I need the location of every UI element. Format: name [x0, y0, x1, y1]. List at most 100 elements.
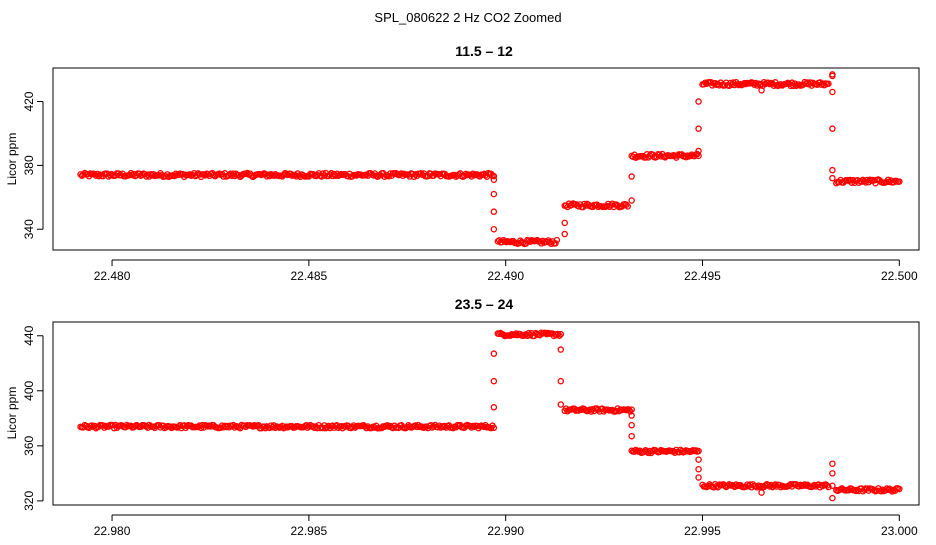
- data-point: [802, 80, 810, 87]
- y-tick-label: 420: [22, 91, 36, 111]
- data-point: [305, 422, 313, 430]
- transition-point: [628, 432, 635, 440]
- data-point: [469, 170, 477, 178]
- x-tick-label: 22.495: [684, 269, 721, 283]
- data-point: [553, 236, 561, 244]
- y-tick-label: 320: [22, 491, 36, 511]
- data-point: [628, 406, 635, 413]
- data-point: [349, 423, 356, 431]
- x-tick-label: 22.980: [94, 524, 131, 538]
- data-points: [77, 329, 903, 502]
- outlier-point: [758, 87, 765, 94]
- x-tick-label: 22.500: [881, 269, 918, 283]
- data-point: [556, 332, 563, 340]
- data-point: [889, 488, 896, 495]
- data-point: [811, 481, 818, 489]
- data-point: [788, 79, 796, 86]
- plot-frame: [52, 321, 920, 506]
- data-point: [323, 423, 331, 431]
- transition-point: [490, 225, 498, 233]
- transition-point: [829, 166, 836, 174]
- x-tick-label: 22.480: [94, 269, 131, 283]
- data-point: [581, 200, 588, 208]
- data-point: [441, 422, 449, 430]
- data-point: [770, 82, 778, 89]
- data-point: [95, 172, 103, 180]
- data-point: [451, 171, 458, 179]
- x-tick-label: 23.000: [881, 524, 918, 538]
- transition-point: [490, 404, 498, 411]
- data-point: [732, 481, 740, 488]
- transition-point: [829, 494, 836, 502]
- transition-point: [557, 401, 565, 408]
- transition-point: [490, 176, 498, 183]
- data-point: [186, 171, 194, 178]
- panel-title: 23.5 – 24: [455, 296, 514, 312]
- data-point: [490, 172, 498, 180]
- transition-point: [695, 474, 702, 481]
- data-point: [686, 152, 694, 160]
- x-tick-label: 22.995: [684, 524, 721, 538]
- transition-point: [829, 460, 836, 467]
- x-axis: 22.480 22.485 22.490 22.495 22.500: [94, 259, 918, 283]
- y-axis: 340 380 420: [22, 91, 44, 239]
- data-point: [609, 200, 616, 207]
- data-point: [220, 173, 227, 180]
- data-point: [129, 171, 136, 179]
- data-point: [765, 79, 772, 87]
- data-point: [795, 483, 803, 490]
- plot-frame: [52, 67, 920, 251]
- transition-point: [829, 88, 836, 96]
- transition-point: [557, 346, 565, 353]
- data-point: [624, 203, 631, 210]
- data-point: [123, 421, 131, 429]
- x-tick-label: 22.990: [487, 524, 524, 538]
- transition-point: [695, 98, 702, 105]
- data-point: [449, 424, 457, 432]
- data-point: [896, 178, 903, 185]
- transition-point: [628, 197, 635, 204]
- transition-point: [628, 421, 635, 429]
- outlier-point: [829, 71, 836, 78]
- data-points: [77, 71, 903, 248]
- y-axis: 320 360 400 440: [22, 325, 44, 511]
- transition-point: [628, 412, 635, 419]
- panel-title: 11.5 – 12: [455, 43, 513, 59]
- transition-point: [829, 470, 836, 477]
- x-axis: 22.980 22.985 22.990 22.995 23.000: [94, 514, 918, 538]
- figure-suptitle: SPL_080622 2 Hz CO2 Zoomed: [374, 10, 561, 25]
- data-point: [417, 169, 425, 177]
- data-point: [552, 240, 559, 247]
- data-point: [235, 171, 243, 179]
- data-point: [692, 447, 700, 454]
- y-tick-label: 360: [22, 436, 36, 456]
- data-point: [887, 487, 895, 494]
- transition-point: [490, 350, 498, 357]
- y-tick-label: 340: [22, 219, 36, 239]
- transition-point: [557, 377, 565, 385]
- data-point: [896, 485, 903, 493]
- y-tick-label: 400: [22, 380, 36, 400]
- outlier-point: [758, 489, 765, 496]
- data-point: [512, 330, 520, 337]
- data-point: [393, 170, 401, 178]
- data-point: [695, 447, 702, 455]
- data-point: [877, 487, 885, 495]
- panel-bottom: 23.5 – 24 Licor ppm 22.980 22.985 22.990 22…: [5, 296, 920, 538]
- data-point: [210, 171, 217, 179]
- data-point: [490, 424, 498, 432]
- transition-point: [829, 125, 836, 132]
- data-point: [557, 330, 565, 338]
- x-tick-label: 22.985: [291, 524, 328, 538]
- x-tick-label: 22.490: [487, 269, 524, 283]
- transition-point: [695, 456, 702, 463]
- data-point: [825, 483, 832, 491]
- transition-point: [490, 190, 498, 198]
- data-point: [553, 331, 560, 339]
- transition-point: [829, 482, 836, 489]
- transition-point: [561, 230, 568, 238]
- data-point: [825, 80, 832, 88]
- y-axis-label: Licor ppm: [5, 133, 19, 186]
